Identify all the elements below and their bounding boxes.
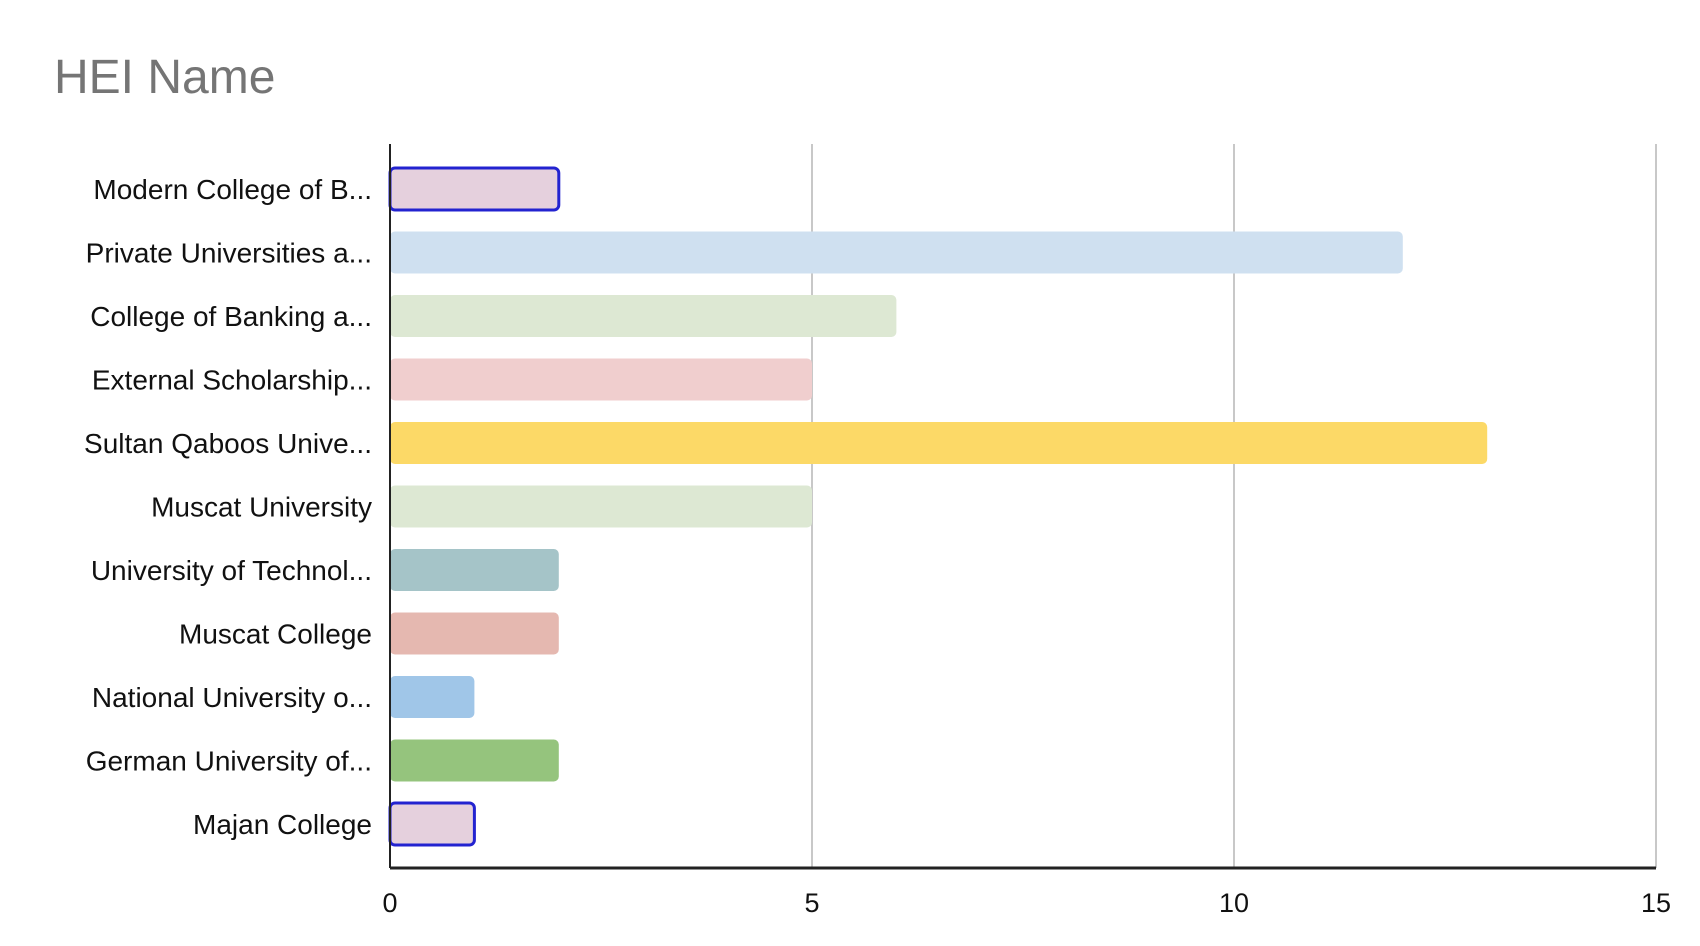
category-label: University of Technol... xyxy=(91,555,372,586)
bar xyxy=(390,485,812,528)
bar xyxy=(390,739,559,782)
category-label: Modern College of B... xyxy=(93,174,372,205)
category-label: Muscat University xyxy=(151,492,372,523)
category-label: External Scholarship... xyxy=(92,365,372,396)
category-label: Private Universities a... xyxy=(86,238,372,269)
category-label: German University of... xyxy=(86,746,372,777)
bar xyxy=(390,358,812,401)
bar xyxy=(390,422,1488,464)
category-label: National University o... xyxy=(92,682,372,713)
x-tick-label: 10 xyxy=(1219,888,1249,918)
category-label: College of Banking a... xyxy=(90,301,372,332)
bar xyxy=(390,676,475,718)
bar xyxy=(388,166,561,212)
bar xyxy=(388,801,476,847)
x-tick-label: 5 xyxy=(804,888,819,918)
bar xyxy=(390,549,559,591)
bar xyxy=(390,612,559,655)
chart-title: HEI Name xyxy=(54,51,276,104)
bar xyxy=(390,231,1403,274)
bar xyxy=(390,295,897,337)
x-tick-label: 0 xyxy=(382,888,397,918)
category-label: Majan College xyxy=(193,809,372,840)
category-label: Muscat College xyxy=(179,619,372,650)
x-tick-label: 15 xyxy=(1641,888,1671,918)
category-label: Sultan Qaboos Unive... xyxy=(84,428,372,459)
